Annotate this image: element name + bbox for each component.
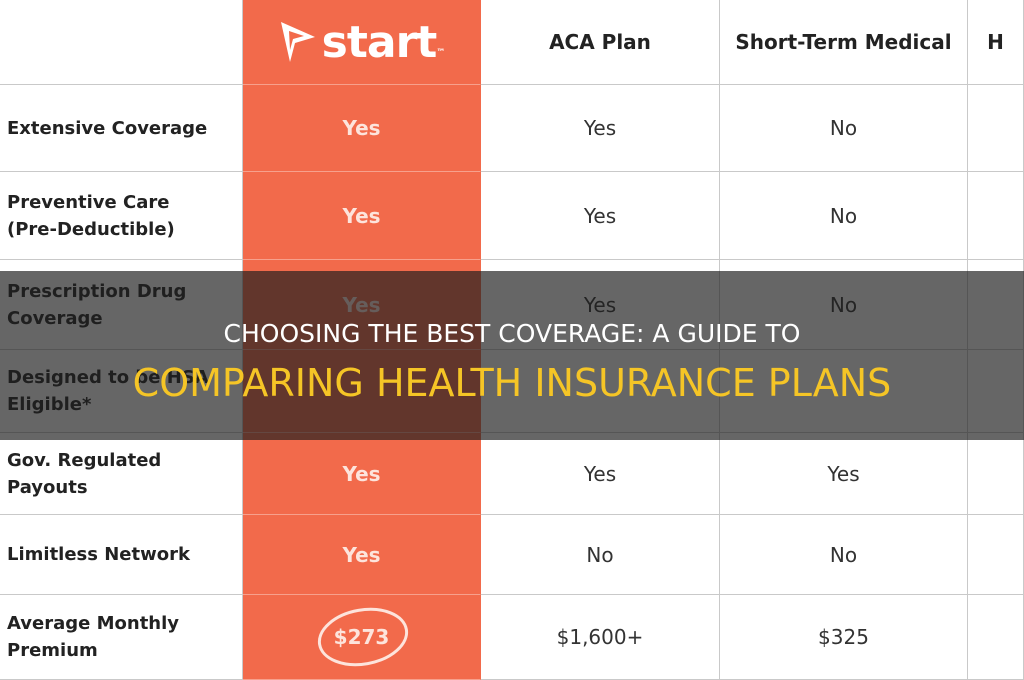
value-cell: $273	[243, 595, 481, 680]
circle-mark	[317, 607, 409, 667]
value-cell: Yes	[481, 433, 720, 515]
value-cell	[968, 595, 1024, 680]
column-header: ACA Plan	[481, 0, 720, 85]
value-cell: No	[720, 515, 968, 595]
row-label: Limitless Network	[0, 515, 243, 595]
logo-cell: start ™	[243, 0, 481, 85]
value-cell	[968, 515, 1024, 595]
value-cell: No	[720, 172, 968, 260]
column-header: Short-Term Medical	[720, 0, 968, 85]
value-cell: Yes	[481, 172, 720, 260]
value-cell: $1,600+	[481, 595, 720, 680]
value-cell: Yes	[243, 433, 481, 515]
value-cell: No	[720, 85, 968, 172]
value-cell: No	[481, 515, 720, 595]
row-label: Gov. Regulated Payouts	[0, 433, 243, 515]
title-banner: CHOOSING THE BEST COVERAGE: A GUIDE TO C…	[0, 271, 1024, 440]
value-cell	[968, 85, 1024, 172]
row-label: Average Monthly Premium	[0, 595, 243, 680]
logo-text: start	[321, 16, 438, 68]
value-cell	[968, 433, 1024, 515]
banner-line1: CHOOSING THE BEST COVERAGE: A GUIDE TO	[223, 319, 801, 348]
trademark: ™	[436, 48, 446, 58]
column-header: H	[968, 0, 1024, 85]
value-cell: Yes	[243, 515, 481, 595]
banner-line2: COMPARING HEALTH INSURANCE PLANS	[132, 361, 892, 405]
value-cell	[968, 172, 1024, 260]
value-cell: Yes	[720, 433, 968, 515]
value-cell: $325	[720, 595, 968, 680]
value-cell: Yes	[243, 85, 481, 172]
value-cell: Yes	[243, 172, 481, 260]
corner-cell	[0, 0, 243, 85]
row-label: Preventive Care (Pre-Deductible)	[0, 172, 243, 260]
value-cell: Yes	[481, 85, 720, 172]
logo-icon	[280, 22, 315, 62]
row-label: Extensive Coverage	[0, 85, 243, 172]
